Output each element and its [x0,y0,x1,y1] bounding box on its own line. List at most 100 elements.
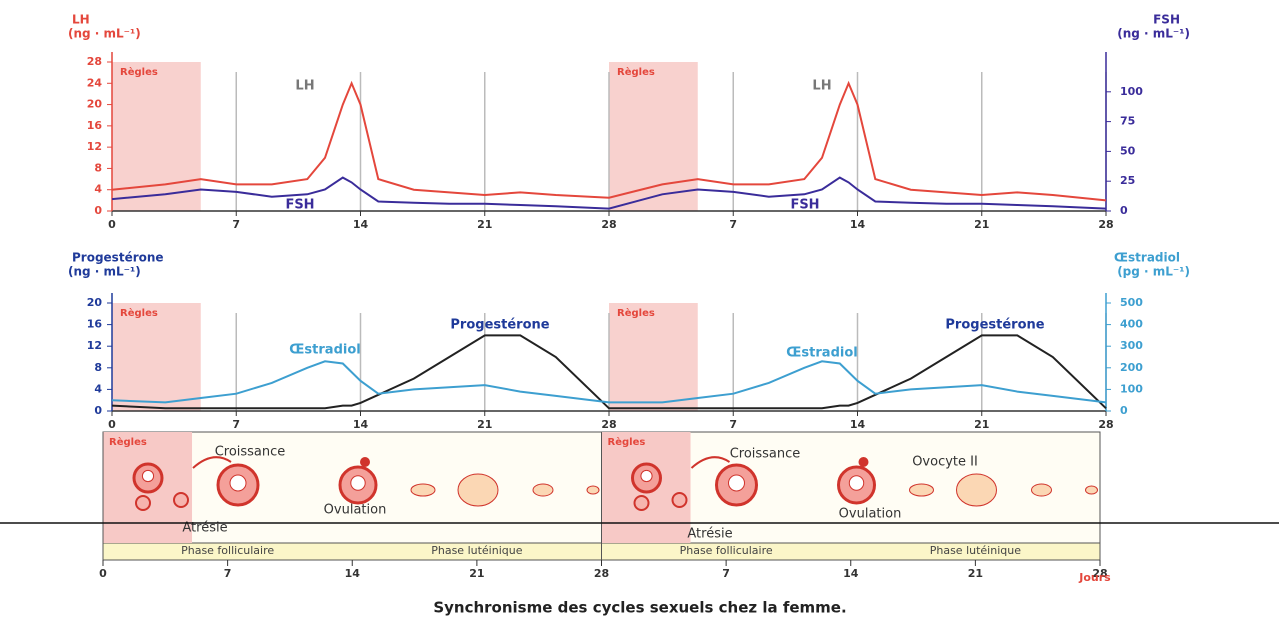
regles-label: Règles [120,66,158,78]
regles-label: Règles [617,307,655,319]
series-line [111,176,1107,210]
corpus-luteum [457,473,499,507]
y2-tick-label: 100 [1120,382,1143,395]
oocyte [350,475,366,491]
corpus-luteum [410,483,436,497]
annotation: Œstradiol [289,343,360,358]
arrow [690,456,731,469]
y2-tick-label: 0 [1120,204,1128,217]
annotation: Progestérone [450,318,549,333]
phase-label: Phase folliculaire [181,544,274,557]
y-tick-label: 8 [94,361,102,374]
y2-tick-label: 200 [1120,361,1143,374]
corpus-luteum [532,483,554,497]
y2-tick-label: 300 [1120,339,1143,352]
oocyte [640,469,653,483]
x-tick-label: 14 [345,567,361,580]
y-tick-label: 8 [94,161,102,174]
y-axis-unit: (ng · mL⁻¹) [68,27,141,41]
x-tick-label: 14 [850,418,866,431]
ovary-label: Ovocyte II [912,455,978,470]
annotation: FSH [790,198,819,213]
oocyte [848,475,865,491]
x-tick-label: 0 [108,418,116,431]
x-tick-label: 28 [601,418,616,431]
phase-label: Phase lutéinique [930,544,1021,557]
regles-band [112,303,201,411]
x-tick-label: 14 [353,218,369,231]
y-tick-label: 20 [87,98,103,111]
x-tick-label: 21 [469,567,484,580]
annotation: Œstradiol [786,346,857,361]
corpus-luteum [1031,483,1052,497]
atretic-follicle [173,492,189,508]
y2-axis-unit: (ng · mL⁻¹) [1117,27,1190,41]
annotation: Progestérone [945,318,1044,333]
ovary-label: Ovulation [839,507,902,522]
x-tick-label: 7 [232,418,240,431]
corpus-luteum [1085,485,1098,495]
y-tick-label: 12 [87,339,102,352]
x-tick-label: 28 [594,567,609,580]
y2-tick-label: 25 [1120,174,1135,187]
x-tick-label: 14 [850,218,866,231]
x-tick-label: 7 [232,218,240,231]
phase-label: Phase folliculaire [680,544,773,557]
y2-tick-label: 400 [1120,318,1143,331]
x-tick-label: 7 [729,418,737,431]
y-tick-label: 0 [94,204,102,217]
corpus-luteum [909,483,934,497]
y2-tick-label: 75 [1120,115,1135,128]
x-tick-label: 0 [99,567,107,580]
y2-tick-label: 0 [1120,404,1128,417]
y-tick-label: 28 [87,55,102,68]
corpus-luteum [586,485,600,495]
x-tick-label: 7 [224,567,232,580]
arrow [192,456,232,469]
x-tick-label: 7 [729,218,737,231]
y2-tick-label: 100 [1120,85,1143,98]
regles-label: Règles [109,436,147,448]
y-tick-label: 16 [87,119,103,132]
y2-tick-label: 500 [1120,296,1143,309]
ovum [360,457,370,467]
ovary-label: Atrésie [687,527,732,542]
y-tick-label: 0 [94,404,102,417]
x-tick-label: 0 [108,218,116,231]
x-tick-label: 14 [843,567,859,580]
y-tick-label: 24 [87,76,103,89]
x-tick-label: 28 [601,218,616,231]
corpus-luteum [956,473,997,507]
y-tick-label: 12 [87,140,102,153]
y2-axis-title: FSH [1153,13,1180,27]
y2-axis-unit: (pg · mL⁻¹) [1117,265,1190,279]
series-line [111,334,1107,410]
atretic-follicle [135,495,151,511]
x-tick-label: 28 [1092,567,1107,580]
ovary-label: Ovulation [324,503,387,518]
y-axis-title: Progestérone [72,251,164,265]
atretic-follicle [671,492,688,508]
ovary-label: Croissance [730,447,801,462]
oocyte [141,469,155,483]
x-tick-label: 14 [353,418,369,431]
y-tick-label: 16 [87,318,103,331]
series-line [111,360,1107,404]
regles-label: Règles [120,307,158,319]
y-axis-unit: (ng · mL⁻¹) [68,265,141,279]
regles-band [609,303,698,411]
phase-label: Phase lutéinique [431,544,522,557]
annotation: FSH [285,198,314,213]
y-tick-label: 20 [87,296,103,309]
y2-axis-title: Œstradiol [1114,251,1180,265]
x-tick-label: 21 [974,418,989,431]
caption: Synchronisme des cycles sexuels chez la … [433,599,846,617]
ovary-label: Atrésie [182,521,227,536]
x-tick-label: 28 [1098,218,1113,231]
annotation: LH [295,79,314,94]
x-tick-label: 21 [477,418,492,431]
ovary-label: Croissance [215,445,286,460]
y2-tick-label: 50 [1120,144,1136,157]
y-tick-label: 4 [94,183,102,196]
